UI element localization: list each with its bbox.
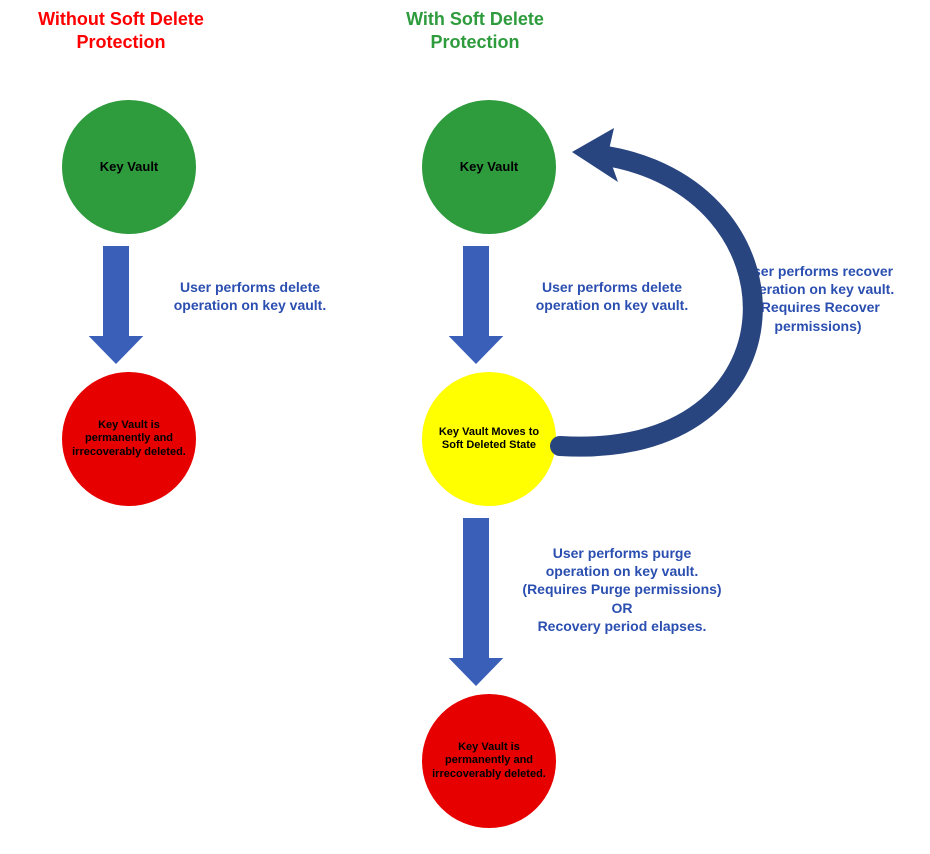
label-left-delete: User performs delete operation on key va…: [160, 278, 340, 314]
node-left-deleted: Key Vault is permanently and irrecoverab…: [62, 372, 196, 506]
arrow-right-purge: [449, 518, 504, 686]
label-right-delete: User performs delete operation on key va…: [522, 278, 702, 314]
node-left-keyvault: Key Vault: [62, 100, 196, 234]
node-right-softdeleted: Key Vault Moves to Soft Deleted State: [422, 372, 556, 506]
label-right-recover: User performs recover operation on key v…: [718, 262, 918, 335]
node-right-keyvault: Key Vault: [422, 100, 556, 234]
arrow-right-delete: [449, 246, 504, 364]
title-right: With Soft Delete Protection: [380, 8, 570, 53]
label-right-purge: User performs purge operation on key vau…: [522, 544, 722, 635]
title-left: Without Soft Delete Protection: [26, 8, 216, 53]
node-right-deleted: Key Vault is permanently and irrecoverab…: [422, 694, 556, 828]
arrow-left-delete: [89, 246, 144, 364]
